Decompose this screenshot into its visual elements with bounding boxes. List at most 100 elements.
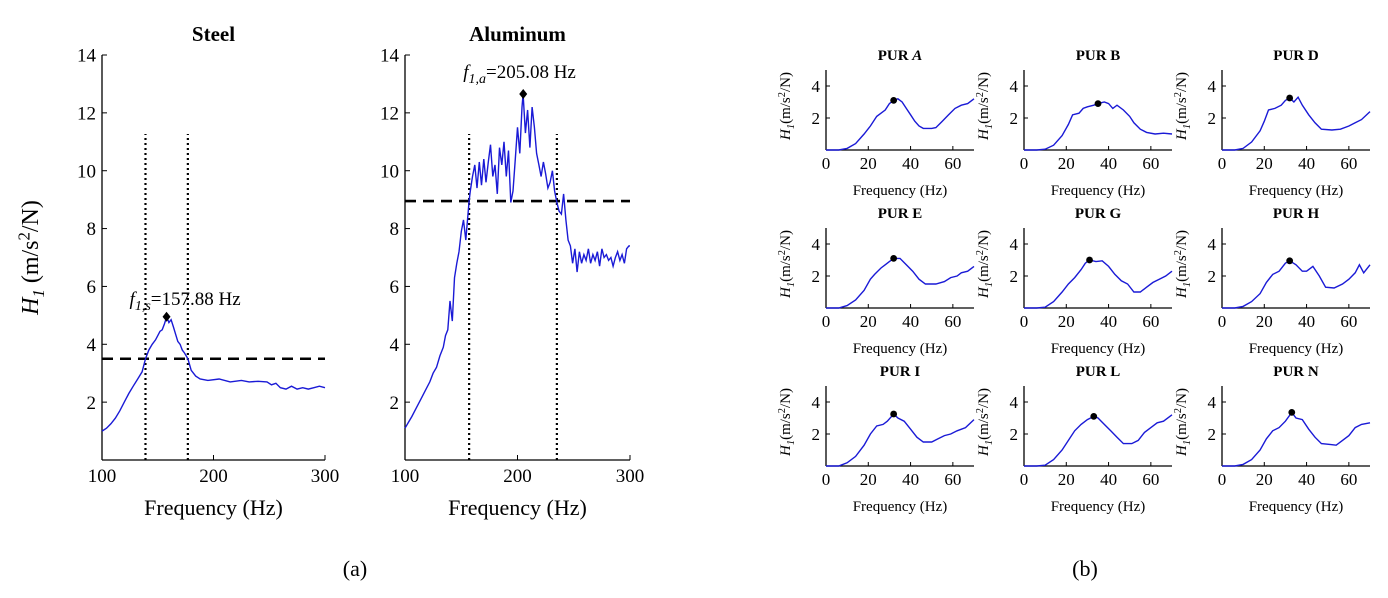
- y-label-unit: (m/s: [778, 97, 794, 124]
- peak-marker: [1286, 257, 1294, 265]
- y-label-base: H: [1174, 444, 1190, 457]
- y-label-sub: 1: [1182, 124, 1193, 129]
- chart-title: PUR H: [1273, 206, 1320, 222]
- y-tick-label: 4: [812, 77, 821, 96]
- y-label-unit-end: /N): [778, 230, 794, 250]
- y-tick-label: 4: [1208, 393, 1217, 412]
- y-label-unit: (m/s: [976, 413, 992, 440]
- chart-title: PUR A: [878, 48, 923, 64]
- y-label-unit: (m/s: [976, 255, 992, 282]
- peak-marker: [1086, 256, 1093, 264]
- y-tick-label: 4: [1208, 77, 1217, 96]
- y-label-unit-end: /N): [976, 72, 992, 92]
- y-tick-label: 14: [77, 46, 97, 67]
- y-axis-label: H1(m/s2/N): [1173, 388, 1193, 457]
- y-tick-label: 2: [812, 267, 821, 286]
- chart-title: PUR I: [880, 364, 921, 380]
- x-tick-label: 60: [1340, 154, 1357, 173]
- chart-title: Steel: [192, 22, 235, 46]
- peak-label-value: =157.88 Hz: [151, 289, 241, 310]
- y-label-unit: (m/s: [976, 97, 992, 124]
- y-tick-label: 4: [87, 335, 97, 356]
- peak-label-base: f: [130, 289, 138, 310]
- x-axis-label: Frequency (Hz): [853, 183, 948, 199]
- y-tick-label: 4: [390, 335, 400, 356]
- x-tick-label: 0: [1218, 312, 1227, 331]
- peak-label-base: f: [463, 62, 471, 83]
- y-tick-label: 2: [1208, 425, 1217, 444]
- x-tick-label: 20: [1256, 154, 1273, 173]
- x-tick-label: 20: [1058, 312, 1075, 331]
- x-tick-label: 60: [1340, 312, 1357, 331]
- x-tick-label: 40: [902, 154, 919, 173]
- panel-label-b: (b): [1072, 556, 1098, 581]
- y-label-base: H: [976, 128, 992, 141]
- peak-marker: [1094, 100, 1102, 107]
- y-label-unit-end: /N): [778, 388, 794, 408]
- x-tick-label: 40: [1100, 154, 1117, 173]
- y-axis-label: H1(m/s2/N): [777, 72, 797, 141]
- x-tick-label: 60: [944, 154, 961, 173]
- y-axis-label: H1(m/s2/N): [777, 388, 797, 457]
- y-label-sup: 2: [1173, 92, 1184, 97]
- chart-panel-1: 100 200 300 2 4 6 8 10 12 14 Aluminum Frequency (Hz…: [380, 22, 644, 520]
- y-tick-label: 2: [1010, 425, 1019, 444]
- chart-title: Aluminum: [469, 22, 566, 46]
- x-tick-label: 0: [1218, 154, 1227, 173]
- y-label-unit: (m/s: [778, 255, 794, 282]
- x-tick-label: 200: [199, 466, 228, 487]
- series-line: [1222, 259, 1371, 309]
- y-label-sub: 1: [29, 289, 48, 297]
- y-label-unit-end: /N): [1174, 230, 1190, 250]
- series-line: [826, 98, 975, 151]
- y-tick-label: 8: [87, 219, 97, 240]
- y-label-sub: 1: [1182, 282, 1193, 287]
- x-tick-label: 40: [1298, 154, 1315, 173]
- y-axis-label: H1(m/s2/N): [1173, 230, 1193, 299]
- y-label-sup: 2: [1173, 250, 1184, 255]
- y-label-base: H: [1174, 128, 1190, 141]
- y-label-unit-end: /N): [976, 230, 992, 250]
- series-line: [1222, 411, 1371, 467]
- title-text: PUR: [878, 48, 913, 64]
- x-tick-label: 60: [944, 470, 961, 489]
- y-tick-label: 4: [1010, 77, 1019, 96]
- y-label-sub: 1: [786, 440, 797, 445]
- y-tick-label: 14: [380, 46, 400, 67]
- y-tick-label: 4: [1010, 235, 1019, 254]
- y-axis-label: H1(m/s2/N): [975, 388, 995, 457]
- y-label-sup: 2: [975, 250, 986, 255]
- y-tick-label: 2: [1010, 267, 1019, 286]
- peak-label: f1,s=157.88 Hz: [130, 289, 241, 314]
- x-tick-label: 60: [1142, 154, 1159, 173]
- x-tick-label: 40: [1100, 470, 1117, 489]
- y-label-base: H: [778, 286, 794, 299]
- y-tick-label: 4: [1010, 393, 1019, 412]
- y-label-sub: 1: [786, 124, 797, 129]
- x-tick-label: 20: [860, 312, 877, 331]
- peak-marker: [890, 255, 898, 262]
- y-tick-label: 2: [1208, 109, 1217, 128]
- y-tick-label: 8: [390, 219, 400, 240]
- peak-label-sub: 1,a: [468, 72, 486, 87]
- y-label-sup: 2: [975, 92, 986, 97]
- peak-marker: [1288, 409, 1296, 416]
- x-tick-label: 40: [902, 312, 919, 331]
- x-tick-label: 60: [944, 312, 961, 331]
- y-tick-label: 4: [812, 235, 821, 254]
- y-label-sup: 2: [777, 250, 788, 255]
- y-axis-label: H1(m/s2/N): [975, 72, 995, 141]
- y-label-sub: 1: [984, 282, 995, 287]
- y-label-sup: 2: [975, 408, 986, 413]
- x-axis-label: Frequency (Hz): [144, 495, 283, 520]
- x-tick-label: 40: [1100, 312, 1117, 331]
- y-label-sup: 2: [15, 232, 34, 240]
- x-axis-label: Frequency (Hz): [1051, 341, 1146, 357]
- x-axis-label: Frequency (Hz): [1249, 341, 1344, 357]
- y-label-unit-end: /N): [976, 388, 992, 408]
